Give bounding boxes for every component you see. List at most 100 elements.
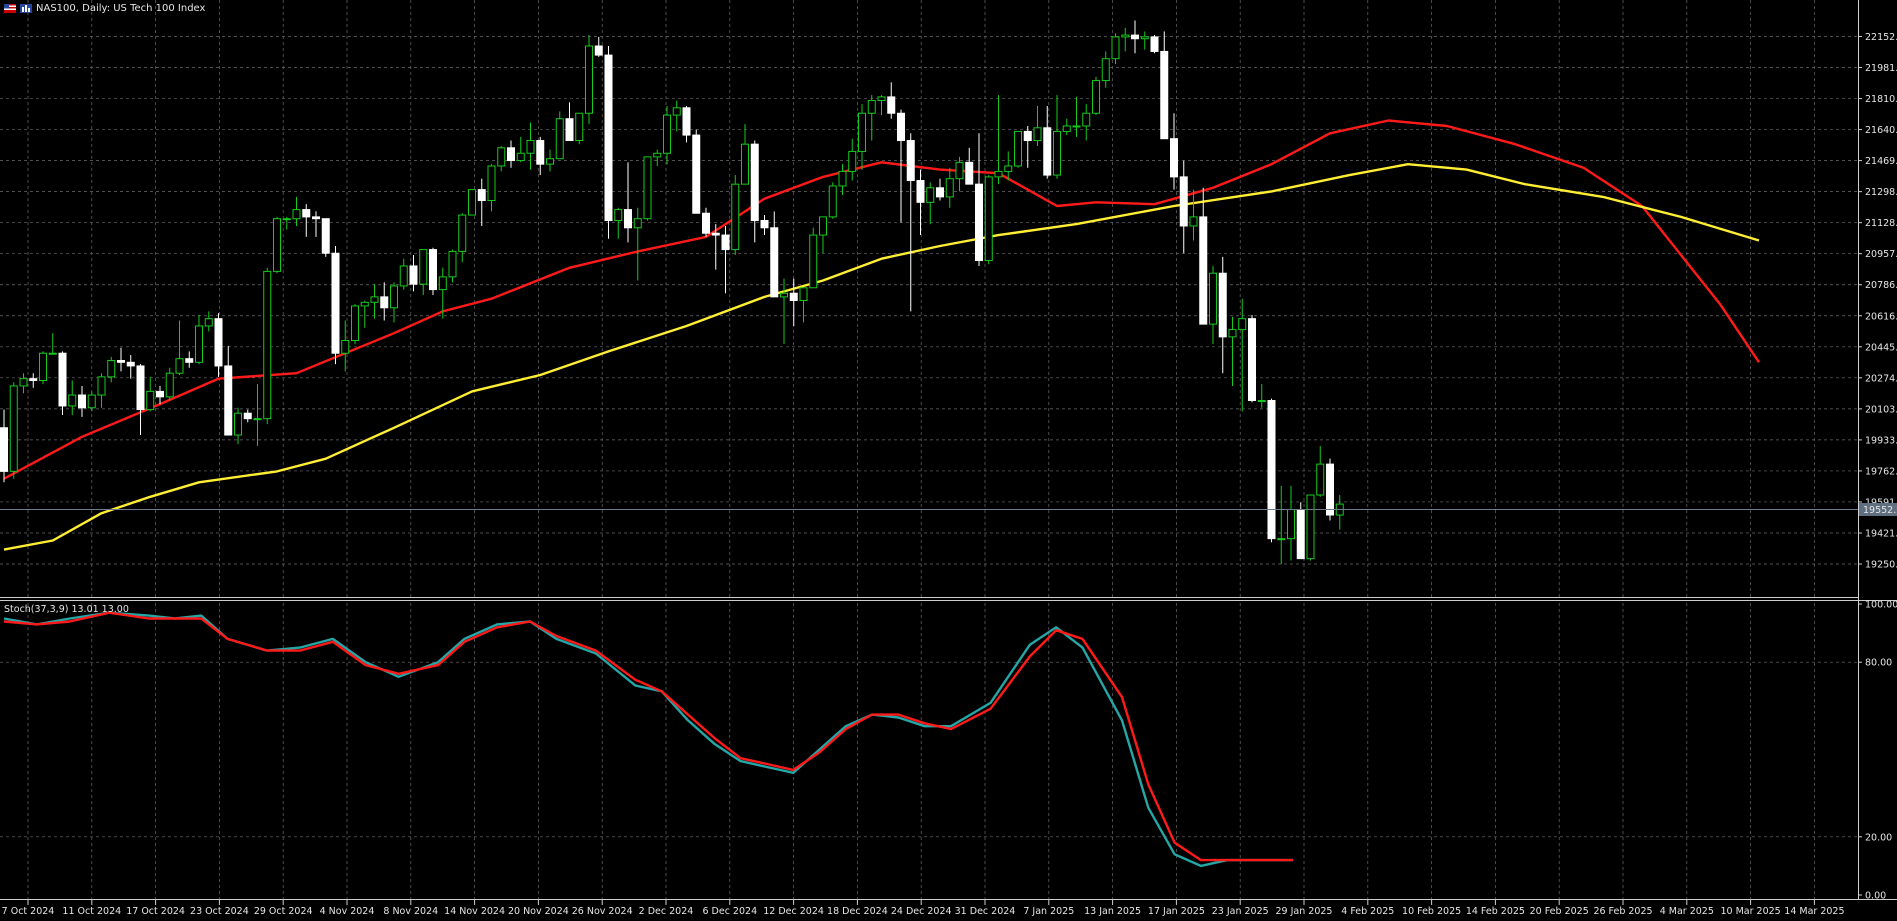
time-tick-label: 10 Mar 2025 xyxy=(1720,906,1780,917)
candle-body xyxy=(331,252,340,354)
candle-body xyxy=(546,158,554,165)
time-tick-label: 10 Feb 2025 xyxy=(1402,906,1461,917)
candle-body xyxy=(321,218,330,254)
time-tick-label: 7 Jan 2025 xyxy=(1023,906,1074,917)
candle-body xyxy=(585,45,593,114)
price-tick-label: 19421.1 xyxy=(1865,528,1897,539)
candle-body xyxy=(302,209,311,218)
candle-body xyxy=(809,234,818,289)
candle-body xyxy=(48,352,57,355)
candle-body xyxy=(1150,36,1159,52)
candle-body xyxy=(1199,216,1208,325)
candle-body xyxy=(555,118,564,160)
candle-body xyxy=(1277,538,1286,541)
candle-body xyxy=(848,150,857,172)
price-tick-label: 19591.8 xyxy=(1865,497,1897,508)
candle-body xyxy=(438,276,447,291)
price-tick-label: 21128.1 xyxy=(1865,218,1897,229)
candle-body xyxy=(117,359,125,363)
candle-body xyxy=(1209,272,1217,325)
candle-body xyxy=(370,296,379,303)
candle-body xyxy=(204,318,213,327)
candle-body xyxy=(702,212,710,234)
candle-body xyxy=(29,378,38,381)
candle-body xyxy=(1033,127,1042,142)
time-tick-label: 17 Oct 2024 xyxy=(126,906,185,917)
candle-body xyxy=(936,187,944,198)
candle-body xyxy=(819,216,827,236)
candle-body xyxy=(536,140,545,165)
candle-body xyxy=(1248,318,1256,401)
time-tick-label: 14 Feb 2025 xyxy=(1466,906,1525,917)
time-tick-label: 4 Feb 2025 xyxy=(1341,906,1394,917)
candle-body xyxy=(1111,36,1120,60)
candle-body xyxy=(234,412,242,436)
time-tick-label: 26 Feb 2025 xyxy=(1593,906,1652,917)
candle-body xyxy=(312,216,320,220)
candle-body xyxy=(1296,509,1305,560)
candle-body xyxy=(156,390,164,398)
candle-body xyxy=(1092,80,1100,114)
candle-body xyxy=(487,165,496,202)
candle-body xyxy=(58,352,67,407)
price-tick-label: 21469.5 xyxy=(1865,156,1897,167)
candle-body xyxy=(1228,329,1237,338)
stochastic-line xyxy=(3,611,1293,868)
candle-body xyxy=(994,170,1003,178)
candle-body xyxy=(507,147,515,162)
candle-body xyxy=(273,218,281,272)
candle-body xyxy=(614,209,623,222)
candle-body xyxy=(1287,509,1295,540)
candle-body xyxy=(731,183,740,251)
price-tick-label: 20786.7 xyxy=(1865,280,1897,291)
candle-body xyxy=(1101,58,1110,82)
time-tick-label: 18 Dec 2024 xyxy=(827,906,888,917)
price-tick-label: 21810.9 xyxy=(1865,94,1897,105)
price-axis: 22152.3 21981.6 21810.9 21640.2 21469.5 21298… xyxy=(1858,32,1897,571)
candle-body xyxy=(292,209,301,220)
candle-body xyxy=(1189,216,1198,227)
candle-body xyxy=(468,189,476,216)
candle-body xyxy=(1082,112,1091,127)
candle-body xyxy=(906,140,915,182)
stochastic-lines xyxy=(3,611,1293,868)
price-tick-label: 21981.6 xyxy=(1865,63,1897,74)
time-tick-label: 31 Dec 2024 xyxy=(955,906,1016,917)
candle-body xyxy=(721,234,730,251)
chart-type-icon xyxy=(20,3,32,13)
candle-body xyxy=(78,394,86,409)
time-tick-label: 23 Jan 2025 xyxy=(1212,906,1269,917)
candle-body xyxy=(770,227,779,298)
current-price-label: 19552.9 xyxy=(1863,505,1897,516)
moving-average-line xyxy=(3,119,1760,480)
candle-body xyxy=(1218,272,1227,338)
chart-title-bar: NAS100, Daily: US Tech 100 Index xyxy=(0,0,205,16)
candle-body xyxy=(263,270,272,420)
candle-body xyxy=(87,394,96,409)
candle-body xyxy=(1023,130,1032,142)
time-tick-label: 2 Dec 2024 xyxy=(639,906,694,917)
time-tick-label: 23 Oct 2024 xyxy=(190,906,249,917)
candle-body xyxy=(380,296,389,309)
time-tick-label: 20 Feb 2025 xyxy=(1530,906,1589,917)
candle-body xyxy=(1140,36,1149,40)
candle-body xyxy=(448,250,457,278)
candle-body xyxy=(975,183,983,262)
candle-body xyxy=(624,209,632,229)
stochastic-grid xyxy=(0,603,1858,899)
candle-body xyxy=(1160,50,1169,140)
candle-body xyxy=(19,378,28,387)
candle-body xyxy=(516,152,525,162)
time-tick-label: 29 Jan 2025 xyxy=(1276,906,1333,917)
candle-body xyxy=(653,152,662,158)
candle-body xyxy=(741,143,749,185)
time-tick-label: 4 Mar 2025 xyxy=(1660,906,1714,917)
candle-body xyxy=(867,100,876,114)
candle-body xyxy=(604,54,613,222)
moving-average-line xyxy=(3,163,1760,551)
price-tick-label: 20445.3 xyxy=(1865,342,1897,353)
candle-body xyxy=(1121,34,1130,38)
moving-averages xyxy=(3,119,1760,551)
price-tick-label: 19933.2 xyxy=(1865,435,1897,446)
